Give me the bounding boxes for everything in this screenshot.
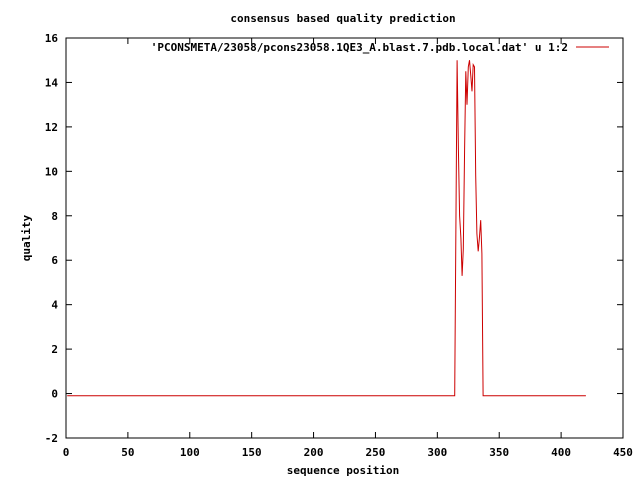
y-tick-label: 14 — [45, 76, 59, 89]
plot-frame — [65, 37, 624, 439]
y-tick-label: 6 — [51, 254, 58, 267]
x-tick-label: 150 — [242, 446, 262, 459]
y-tick-label: 10 — [45, 165, 58, 178]
y-axis-label: quality — [20, 214, 33, 261]
x-tick-label: 450 — [613, 446, 633, 459]
x-tick-label: 250 — [366, 446, 386, 459]
legend: 'PCONSMETA/23058/pcons23058.1QE3_A.blast… — [151, 41, 609, 54]
y-tick-label: 4 — [51, 299, 58, 312]
y-tick-label: 0 — [51, 388, 58, 401]
x-tick-label: 400 — [551, 446, 571, 459]
x-tick-label: 0 — [63, 446, 70, 459]
y-tick-label: 16 — [45, 32, 59, 45]
chart-title: consensus based quality prediction — [230, 12, 455, 25]
y-tick-label: 8 — [51, 210, 58, 223]
legend-entry-label: 'PCONSMETA/23058/pcons23058.1QE3_A.blast… — [151, 41, 568, 54]
x-axis: 0 50 100 150 200 250 300 350 400 450 — [63, 38, 633, 459]
y-axis: -2 0 2 4 6 8 10 12 14 16 — [45, 32, 623, 445]
x-tick-label: 350 — [489, 446, 509, 459]
x-tick-label: 300 — [427, 446, 447, 459]
y-tick-label: -2 — [45, 432, 58, 445]
x-axis-label: sequence position — [287, 464, 400, 477]
y-tick-label: 2 — [51, 343, 58, 356]
x-tick-label: 100 — [180, 446, 200, 459]
y-tick-label: 12 — [45, 121, 58, 134]
series-line — [67, 60, 586, 397]
x-tick-label: 50 — [121, 446, 134, 459]
x-tick-label: 200 — [304, 446, 324, 459]
